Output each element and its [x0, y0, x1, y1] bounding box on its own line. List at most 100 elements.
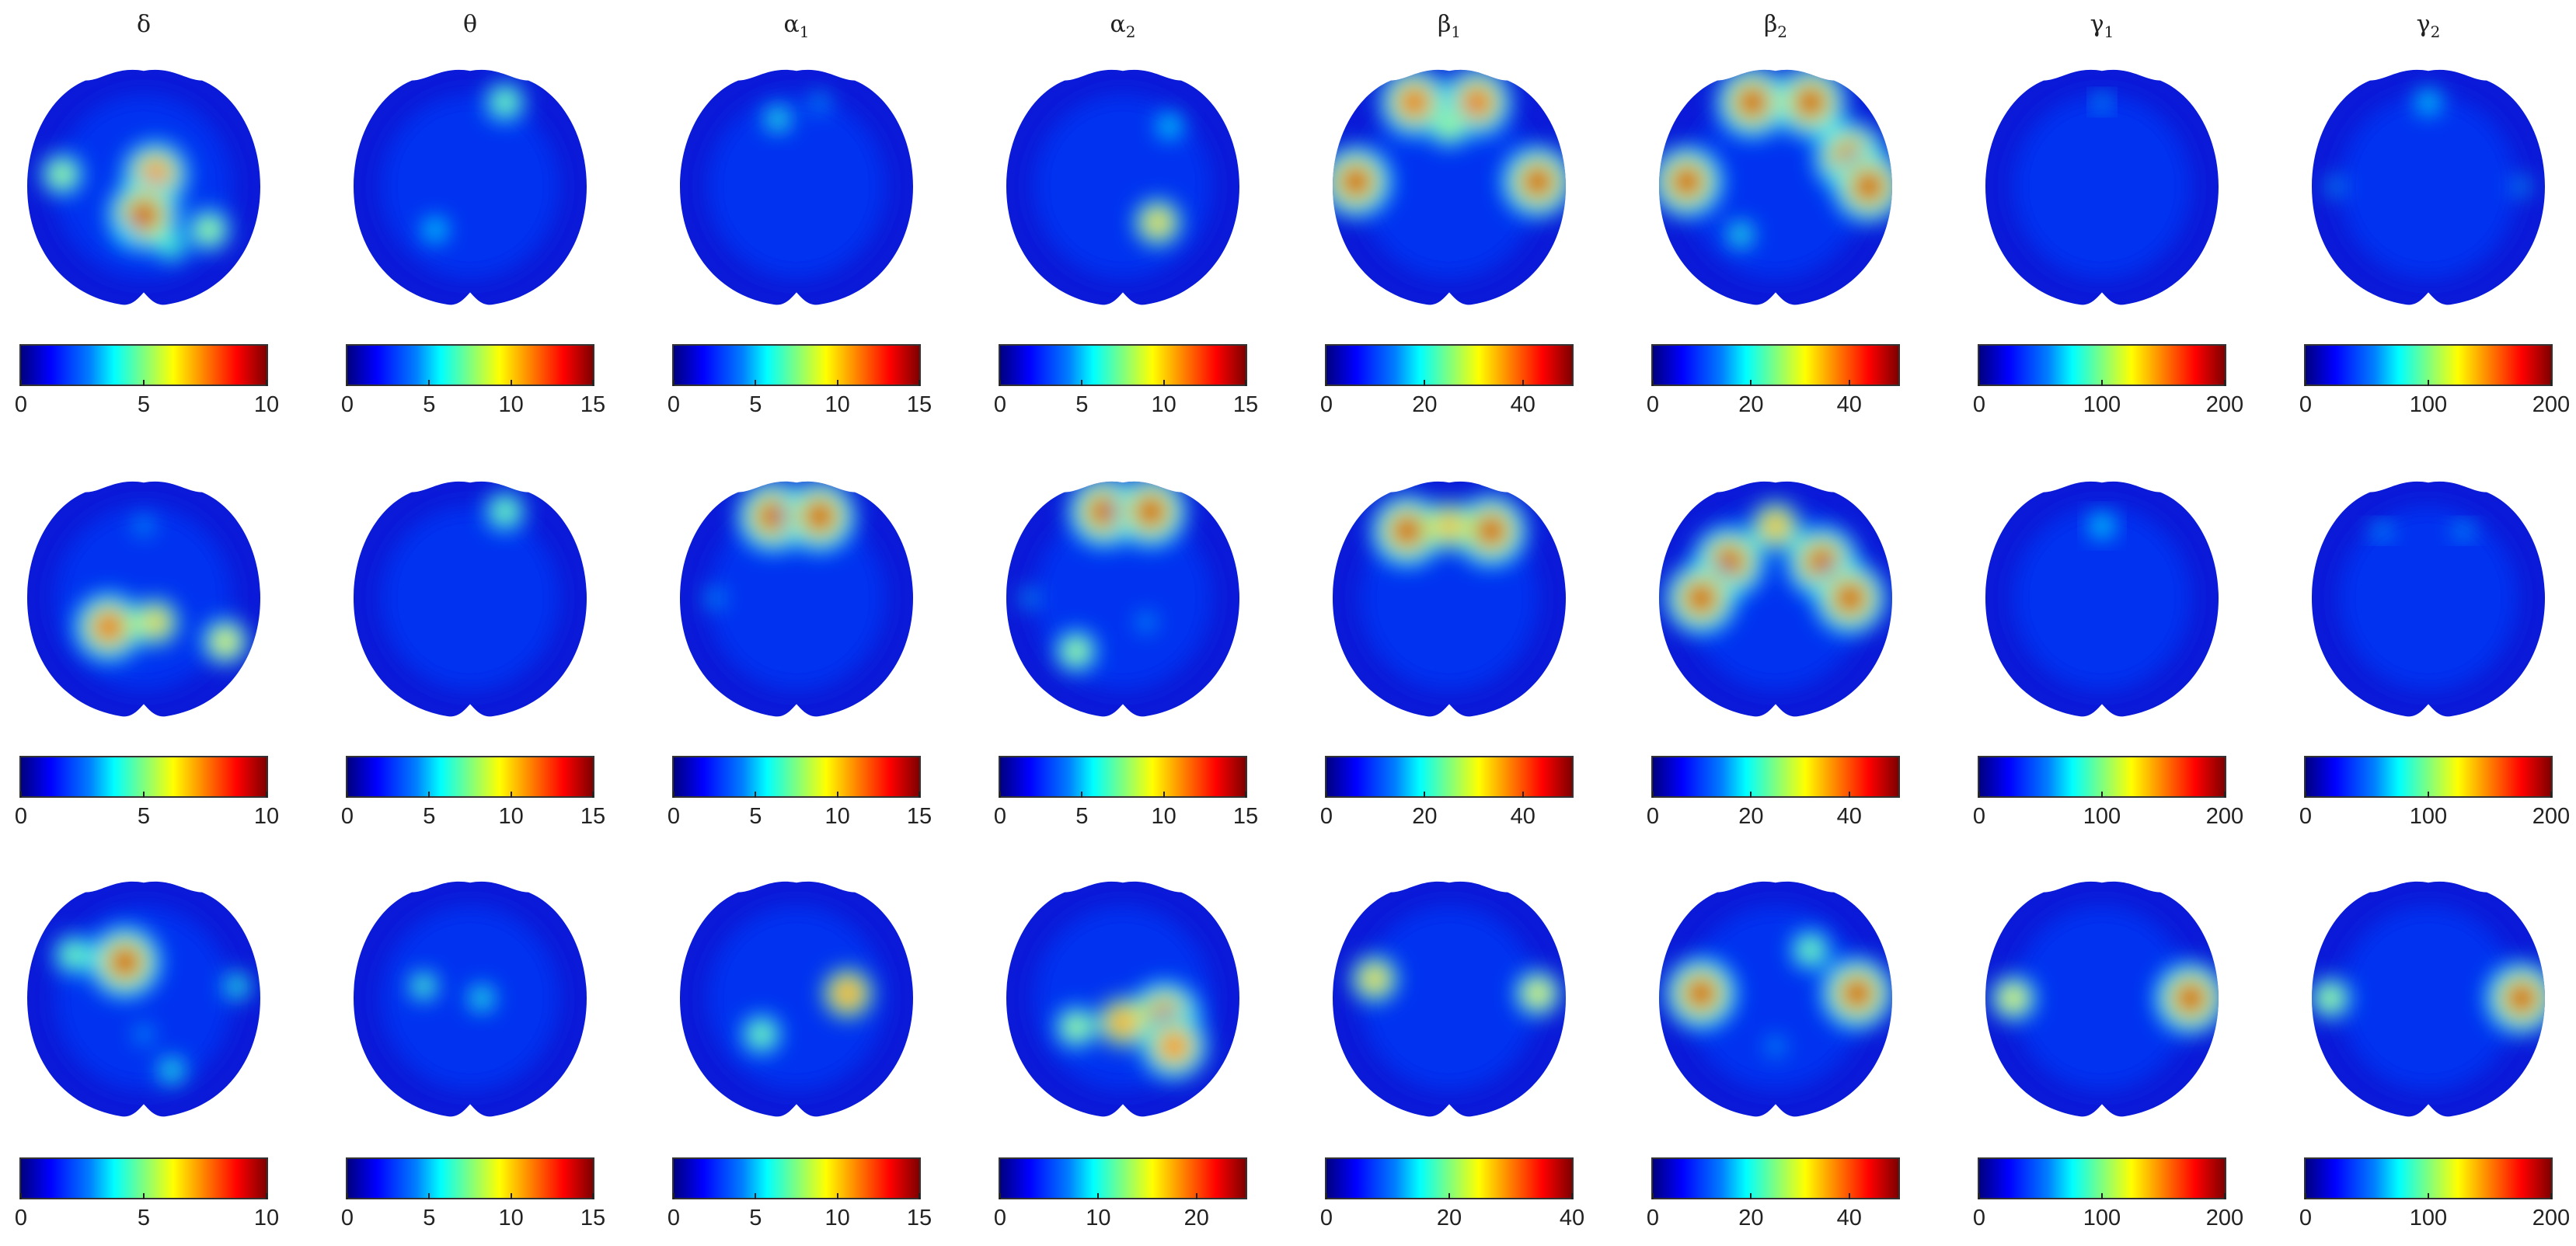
band-title: β2 — [1651, 11, 1900, 41]
colorbar-tick — [1571, 1193, 1573, 1199]
colorbar-tick — [143, 380, 145, 386]
activation-blob — [1717, 550, 1741, 574]
colorbar-tick — [1081, 792, 1083, 798]
colorbar-tick-label: 15 — [906, 392, 932, 417]
colorbar-tick — [428, 1193, 430, 1199]
band-symbol: θ — [462, 11, 478, 38]
colorbar-tick-label: 10 — [498, 392, 524, 417]
band-title: β1 — [1325, 11, 1574, 41]
activation-blob — [200, 221, 218, 239]
activation-blob — [473, 990, 490, 1007]
colorbar-tick — [266, 380, 267, 386]
activation-blob — [1440, 117, 1459, 136]
colorbar-tick — [347, 380, 348, 386]
colorbar-tick — [1750, 380, 1752, 386]
colorbar-tick-label: 40 — [1559, 1206, 1585, 1230]
colorbar — [672, 756, 921, 798]
colorbar-tick — [510, 380, 512, 386]
colorbar-tick — [1163, 380, 1165, 386]
activation-blob — [1799, 90, 1822, 114]
scalp-topomap — [2312, 69, 2545, 305]
band-subscript: 1 — [1451, 23, 1462, 41]
activation-blob — [1765, 515, 1786, 537]
activation-blob — [427, 221, 444, 238]
activation-blob — [1528, 983, 1548, 1004]
colorbar-tick-label: 5 — [1075, 804, 1089, 829]
colorbar-tick — [2224, 380, 2226, 386]
colorbar — [999, 1157, 1247, 1199]
activation-blob — [1689, 982, 1713, 1005]
colorbar-tick-label: 100 — [2409, 1206, 2448, 1230]
scalp-topomap — [1333, 69, 1566, 305]
colorbar-tick — [1978, 792, 1980, 798]
activation-blob — [2514, 179, 2529, 194]
colorbar — [2304, 756, 2553, 798]
band-symbol: α — [783, 11, 800, 38]
colorbar-tick-label: 40 — [1836, 804, 1862, 829]
activation-blob — [145, 163, 166, 186]
activation-blob — [752, 1025, 771, 1043]
band-title: α1 — [672, 11, 921, 41]
colorbar-tick-label: 5 — [137, 1206, 151, 1230]
colorbar-tick — [836, 792, 838, 798]
activation-blob — [1675, 170, 1699, 193]
activation-blob — [837, 983, 859, 1004]
colorbar-tick — [673, 1193, 675, 1199]
colorbar-tick-label: 10 — [1086, 1206, 1111, 1230]
activation-blob — [762, 505, 785, 528]
scalp-topomap — [27, 481, 260, 717]
colorbar-tick — [1326, 1193, 1327, 1199]
activation-blob — [707, 590, 723, 606]
scalp-topomap — [1985, 481, 2219, 717]
colorbar-tick-label: 10 — [253, 804, 280, 829]
colorbar-tick — [999, 380, 1001, 386]
activation-blob — [1139, 499, 1163, 523]
activation-blob — [132, 204, 155, 227]
colorbar-tick-label: 0 — [14, 804, 28, 829]
colorbar-tick-label: 0 — [993, 1206, 1007, 1230]
colorbar-tick — [1652, 380, 1654, 386]
activation-blob — [769, 110, 786, 127]
colorbar-tick-label: 0 — [1646, 804, 1660, 829]
scalp-topomap — [27, 69, 260, 305]
activation-blob — [808, 505, 831, 528]
scalp-topomap — [1333, 481, 1566, 717]
scalp-topomap — [1659, 481, 1892, 717]
colorbar-tick — [1652, 1193, 1654, 1199]
colorbar-tick — [2224, 1193, 2226, 1199]
activation-blob — [117, 226, 134, 243]
scalp-topomap — [1985, 69, 2219, 305]
colorbar-tick — [1245, 792, 1246, 798]
activation-blob — [2510, 987, 2533, 1010]
activation-blob — [163, 1062, 180, 1079]
colorbar-tick-label: 40 — [1836, 392, 1862, 417]
activation-blob — [1466, 91, 1489, 113]
colorbar-tick-label: 0 — [1319, 804, 1333, 829]
activation-blob — [1365, 969, 1385, 989]
colorbar-tick-label: 10 — [1151, 392, 1176, 417]
activation-blob — [1689, 586, 1713, 610]
colorbar-tick-label: 0 — [993, 804, 1007, 829]
colorbar-tick-label: 0 — [1972, 392, 1986, 417]
colorbar-tick — [2305, 1193, 2306, 1199]
activation-blob — [1768, 1039, 1783, 1054]
activation-blob — [1112, 1011, 1134, 1033]
colorbar-tick-label: 20 — [1738, 804, 1764, 829]
colorbar-tick-label: 0 — [993, 392, 1007, 417]
band-title: γ1 — [1978, 11, 2226, 41]
activation-blob — [1161, 118, 1178, 134]
activation-blob — [1801, 941, 1820, 959]
colorbar-tick-label: 0 — [1972, 1206, 1986, 1230]
colorbar-tick-label: 0 — [2299, 804, 2313, 829]
scalp-topomap — [1333, 881, 1566, 1117]
colorbar-tick — [673, 380, 675, 386]
colorbar-tick-label: 200 — [2532, 392, 2571, 417]
colorbar-tick — [836, 380, 838, 386]
activation-blob — [1839, 586, 1862, 610]
colorbar — [999, 756, 1247, 798]
activation-blob — [415, 977, 432, 995]
colorbar-tick-label: 15 — [580, 804, 606, 829]
colorbar-tick-label: 10 — [498, 804, 524, 829]
colorbar-tick-label: 10 — [253, 392, 280, 417]
